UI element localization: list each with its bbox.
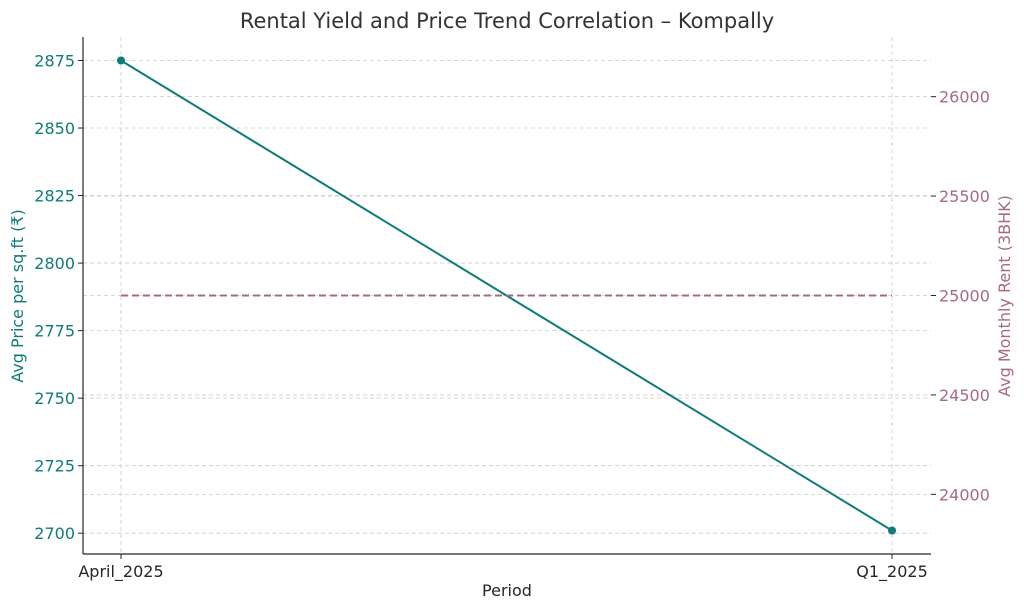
y-left-tick-label: 2700 <box>34 524 75 543</box>
y-right-tick-label: 25500 <box>939 187 990 206</box>
y-left-tick-label: 2850 <box>34 119 75 138</box>
chart-title: Rental Yield and Price Trend Correlation… <box>240 9 774 33</box>
axes-layer: 2700 2725 2750 2775 2800 2825 2850 2875 24000 245… <box>34 37 990 582</box>
y-axis-left-label: Avg Price per sq.ft (₹) <box>8 209 27 382</box>
series-layer <box>117 56 896 535</box>
y-right-tick-label: 25000 <box>939 287 990 306</box>
price-point <box>888 526 896 535</box>
x-axis-label: Period <box>482 581 532 600</box>
y-left-tick-label: 2750 <box>34 389 75 408</box>
x-tick-label: Q1_2025 <box>856 562 928 582</box>
y-right-tick-label: 24500 <box>939 386 990 405</box>
y-right-tick-label: 24000 <box>939 485 990 504</box>
y-right-tick-label: 26000 <box>939 88 990 107</box>
y-left-tick-label: 2825 <box>34 187 75 206</box>
y-left-tick-label: 2775 <box>34 322 75 341</box>
y-axis-right-label: Avg Monthly Rent (3BHK) <box>995 195 1014 397</box>
x-tick-label: April_2025 <box>78 562 163 582</box>
y-left-tick-label: 2725 <box>34 457 75 476</box>
y-left-tick-label: 2800 <box>34 254 75 273</box>
price-point <box>117 56 125 65</box>
y-left-tick-label: 2875 <box>34 52 75 71</box>
